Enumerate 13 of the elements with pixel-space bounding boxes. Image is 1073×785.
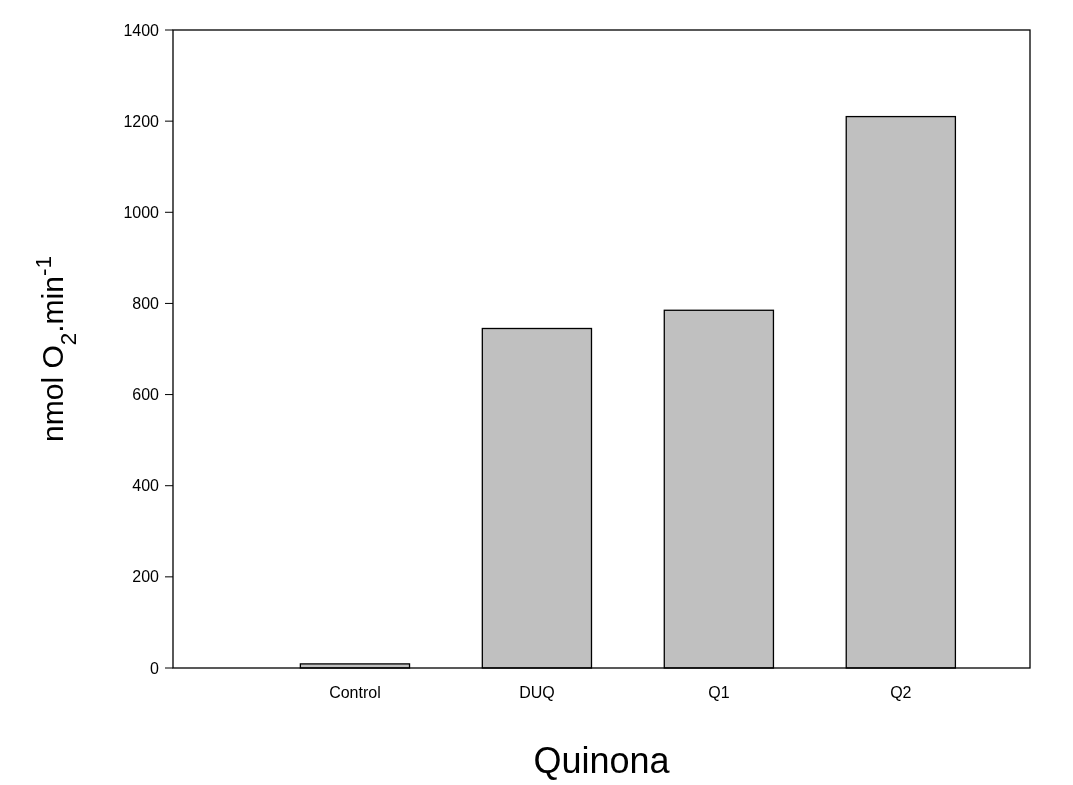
y-tick-label: 800 [132, 295, 160, 313]
x-tick-label: Q2 [890, 684, 912, 701]
y-tick-label: 200 [132, 568, 160, 586]
y-tick-label: 1400 [123, 21, 160, 39]
y-tick-label: 1000 [123, 203, 160, 221]
y-tick-label: 0 [150, 659, 160, 677]
x-tick-label: DUQ [519, 684, 555, 701]
x-tick-label: Q1 [708, 684, 730, 701]
y-tick-label: 1200 [123, 112, 160, 130]
x-tick-label: Control [329, 684, 381, 701]
y-tick-label: 600 [132, 386, 160, 404]
y-tick-label: 400 [132, 477, 160, 495]
x-axis-title: Quinona [533, 740, 671, 781]
